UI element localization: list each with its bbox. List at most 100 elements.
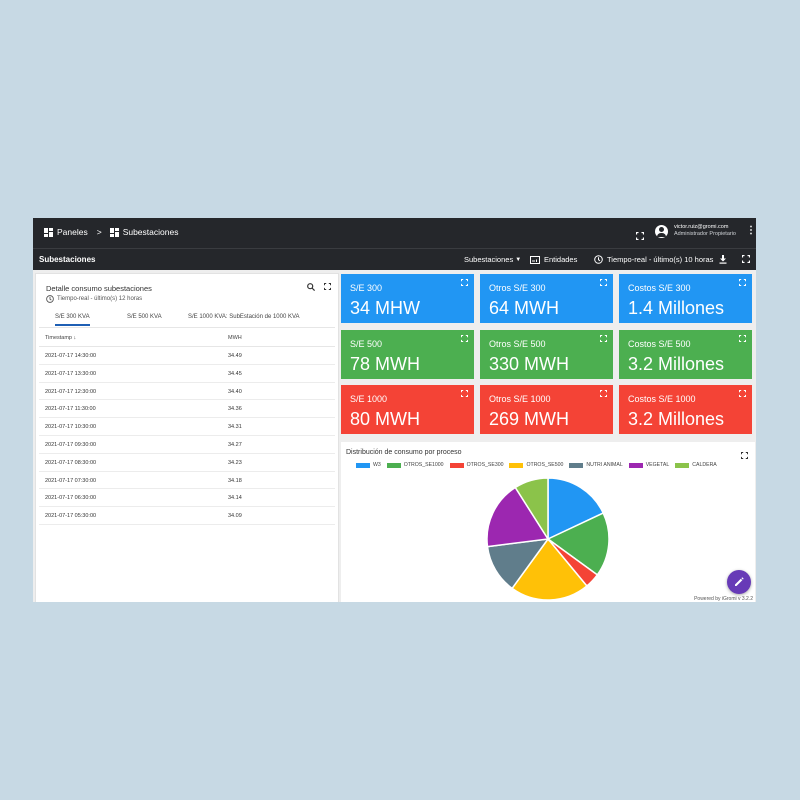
legend-item[interactable]: VEGETAL (628, 462, 669, 468)
widget-title: Detalle consumo subestaciones (46, 284, 152, 293)
dropdown-arrow-icon: ▼ (515, 256, 522, 263)
table-row[interactable]: 2021-07-17 06:30:00 34.14 (39, 489, 335, 508)
dashboard-window: Paneles > Subestaciones victor.ruiz@grom… (33, 218, 756, 602)
timewindow-text: Tiempo-real - último(s) 12 horas (57, 296, 143, 302)
table-row[interactable]: 2021-07-17 08:30:00 34.23 (39, 454, 335, 472)
table-widget: Detalle consumo subestaciones Tiempo-rea… (35, 273, 339, 602)
timewindow-button[interactable]: Tiempo-real - último(s) 10 horas (594, 255, 713, 264)
tab-se-1000[interactable]: S/E 1000 KVA: SubEstación de 1000 KVA (188, 314, 300, 320)
card-value: 330 MWH (489, 354, 570, 374)
legend-item[interactable]: W3 (356, 462, 381, 468)
dashboard-title: Subestaciones (39, 255, 96, 264)
legend-swatch (449, 462, 464, 468)
fullscreen-icon[interactable] (739, 390, 746, 397)
column-header-mwh[interactable]: MWH (228, 335, 242, 341)
user-info[interactable]: victor.ruiz@gromi.com Administrador Prop… (674, 224, 736, 238)
value-card: Otros S/E 1000 269 MWH (480, 385, 613, 434)
legend-swatch (386, 462, 401, 468)
card-label: Costos S/E 1000 (628, 394, 696, 404)
table-row[interactable]: 2021-07-17 14:30:00 34.49 (39, 347, 335, 365)
cell-mwh: 34.31 (228, 424, 242, 431)
card-value: 3.2 Millones (628, 354, 725, 374)
fullscreen-icon[interactable] (461, 390, 468, 397)
legend-swatch (569, 462, 584, 468)
more-vert-icon[interactable]: ⋮ (746, 225, 756, 236)
legend-item[interactable]: NUTRI ANIMAL (569, 462, 623, 468)
value-card: S/E 1000 80 MWH (341, 385, 474, 434)
edit-dashboard-button[interactable] (727, 570, 751, 594)
pencil-icon (735, 577, 744, 586)
pie-slice-w3[interactable] (547, 477, 605, 541)
card-value: 3.2 Millones (628, 409, 725, 429)
user-email: victor.ruiz@gromi.com (673, 224, 729, 230)
pie-slice-otros-se1000[interactable] (546, 512, 610, 576)
fullscreen-icon[interactable] (600, 390, 607, 397)
table-header: Timestamp ↓ MWH (39, 330, 335, 347)
column-header-timestamp[interactable]: Timestamp ↓ (45, 335, 77, 341)
search-icon[interactable] (307, 283, 315, 291)
fullscreen-icon[interactable] (742, 255, 754, 263)
fullscreen-icon[interactable] (324, 283, 331, 290)
cell-mwh: 34.45 (228, 370, 242, 377)
pie-slice-otros-se500[interactable] (511, 537, 588, 601)
card-label: S/E 300 (350, 283, 383, 293)
fullscreen-icon[interactable] (739, 335, 746, 342)
fullscreen-icon[interactable] (461, 279, 468, 286)
cell-timestamp: 2021-07-17 08:30:00 (45, 459, 97, 466)
card-value: 1.4 Millones (628, 298, 725, 318)
card-label: Otros S/E 300 (489, 283, 546, 293)
account-avatar-icon[interactable] (654, 224, 668, 238)
pie-slice-caldera[interactable] (514, 477, 549, 542)
cell-timestamp: 2021-07-17 13:30:00 (45, 370, 97, 377)
top-toolbar: Paneles > Subestaciones victor.ruiz@grom… (33, 218, 756, 248)
legend-item[interactable]: OTROS_SE1000 (386, 462, 444, 468)
card-label: S/E 500 (350, 339, 383, 349)
table-row[interactable]: 2021-07-17 09:30:00 34.27 (39, 436, 335, 454)
legend-item[interactable]: CALDERA (675, 462, 717, 468)
value-card: Otros S/E 300 64 MWH (480, 274, 613, 323)
card-value: 78 MWH (350, 354, 421, 374)
table-row[interactable]: 2021-07-17 11:30:00 34.36 (39, 400, 335, 419)
card-value: 34 MHW (350, 298, 421, 318)
tab-se-500[interactable]: S/E 500 KVA (127, 314, 162, 320)
table-tabs: S/E 300 KVA S/E 500 KVA S/E 1000 KVA: Su… (39, 310, 335, 328)
entities-button[interactable]: Entidades (530, 255, 577, 264)
legend-item[interactable]: OTROS_SE300 (449, 462, 504, 468)
legend-swatch (675, 462, 690, 468)
value-card: Costos S/E 300 1.4 Millones (619, 274, 752, 323)
table-row[interactable]: 2021-07-17 07:30:00 34.18 (39, 472, 335, 490)
cell-mwh: 34.40 (228, 388, 242, 395)
cell-mwh: 34.49 (228, 353, 242, 359)
breadcrumb-root[interactable]: Paneles (57, 227, 88, 237)
card-label: S/E 1000 (350, 394, 388, 404)
cell-mwh: 34.14 (228, 495, 242, 502)
user-menu: victor.ruiz@gromi.com Administrador Prop… (635, 224, 756, 241)
table-row[interactable]: 2021-07-17 12:30:00 34.40 (39, 383, 335, 401)
fullscreen-icon[interactable] (461, 335, 468, 342)
cell-timestamp: 2021-07-17 09:30:00 (45, 441, 97, 448)
states-dropdown[interactable]: Subestaciones ▼ (464, 255, 521, 264)
entities-icon (530, 255, 540, 264)
chart-legend: W3 OTROS_SE1000 OTROS_SE300 OTROS_SE500 NUTR… (356, 462, 723, 468)
tab-se-300[interactable]: S/E 300 KVA (55, 314, 90, 326)
fullscreen-icon[interactable] (741, 452, 748, 459)
table-row[interactable]: 2021-07-17 13:30:00 34.45 (39, 365, 335, 383)
download-icon[interactable] (719, 255, 731, 264)
legend-label: OTROS_SE300 (466, 462, 504, 468)
legend-label: NUTRI ANIMAL (586, 462, 623, 468)
table-row[interactable]: 2021-07-17 05:30:00 34.09 (39, 507, 335, 525)
widget-header-actions (307, 283, 331, 291)
legend-label: CALDERA (692, 462, 717, 468)
card-value: 80 MWH (350, 409, 421, 429)
fullscreen-icon[interactable] (600, 335, 607, 342)
pie-slice-vegetal[interactable] (486, 486, 550, 548)
cell-mwh: 34.23 (228, 459, 242, 466)
fullscreen-icon[interactable] (739, 279, 746, 286)
value-card: Costos S/E 500 3.2 Millones (619, 330, 752, 379)
fullscreen-icon[interactable] (600, 279, 607, 286)
legend-swatch (509, 462, 524, 468)
breadcrumb-separator: > (96, 227, 102, 237)
fullscreen-icon[interactable] (635, 227, 645, 241)
table-row[interactable]: 2021-07-17 10:30:00 34.31 (39, 418, 335, 436)
legend-item[interactable]: OTROS_SE500 (509, 462, 563, 468)
